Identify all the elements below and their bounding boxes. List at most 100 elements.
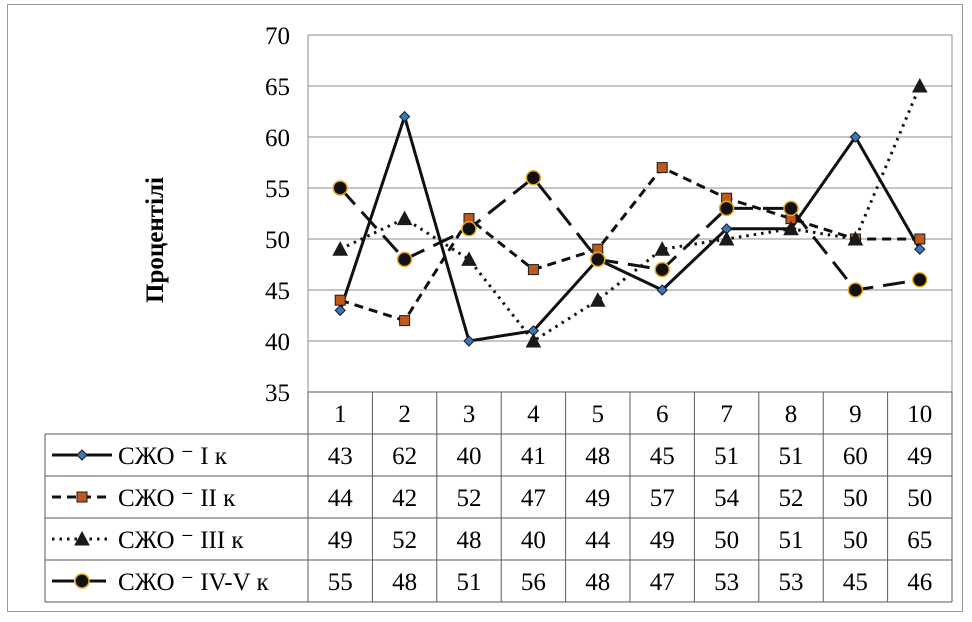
x-tick-label: 4 bbox=[527, 401, 540, 428]
x-tick-label: 2 bbox=[398, 401, 411, 428]
chart-frame bbox=[7, 4, 963, 612]
table-cell-value: 54 bbox=[714, 485, 740, 512]
series-4 bbox=[332, 170, 928, 298]
table-cell-value: 44 bbox=[585, 527, 611, 554]
x-tick-label: 6 bbox=[656, 401, 669, 428]
x-tick-label: 3 bbox=[463, 401, 476, 428]
table-cell-value: 42 bbox=[392, 485, 417, 512]
x-tick-label: 8 bbox=[785, 401, 798, 428]
table-cell-value: 65 bbox=[907, 527, 932, 554]
series-line bbox=[339, 85, 922, 343]
table-cell-value: 46 bbox=[907, 569, 932, 596]
data-point bbox=[849, 131, 862, 143]
data-point bbox=[914, 243, 926, 255]
table-cell-value: 50 bbox=[843, 485, 868, 512]
data-point bbox=[656, 284, 668, 296]
table-cell-value: 50 bbox=[714, 527, 739, 554]
legend-label: СЖО ⁻ IV-V к bbox=[118, 569, 269, 596]
legend-label: СЖО ⁻ III к bbox=[118, 527, 244, 554]
table-cell-value: 48 bbox=[392, 569, 417, 596]
table-cell-value: 52 bbox=[392, 527, 417, 554]
x-tick-label: 7 bbox=[720, 401, 733, 428]
table-row: СЖО ⁻ II к 44 42 52 47 49 57 54 52 50 50 bbox=[52, 485, 932, 512]
x-tick-label: 5 bbox=[592, 401, 605, 428]
table-cell-value: 56 bbox=[521, 569, 546, 596]
table-cell-value: 57 bbox=[650, 485, 675, 512]
data-point bbox=[590, 251, 606, 268]
table-cell-value: 53 bbox=[779, 569, 804, 596]
table-cell-value: 50 bbox=[907, 485, 932, 512]
table-row: СЖО ⁻ IV-V к 55 48 51 56 48 47 53 53 45 46 bbox=[52, 569, 932, 596]
y-axis-label: Процентілі bbox=[142, 177, 169, 303]
y-tick-label: 50 bbox=[265, 227, 290, 254]
data-point bbox=[461, 251, 477, 266]
table-cell-value: 40 bbox=[457, 443, 482, 470]
table-cell-value: 48 bbox=[457, 527, 482, 554]
data-point bbox=[396, 251, 413, 268]
data-point bbox=[911, 77, 928, 93]
data-point bbox=[718, 230, 735, 246]
data-point bbox=[527, 264, 539, 276]
data-point bbox=[396, 210, 413, 226]
data-point bbox=[718, 200, 735, 217]
y-tick-label: 35 bbox=[265, 380, 290, 407]
legend-key-marker bbox=[76, 491, 88, 503]
table-cell-value: 51 bbox=[714, 443, 739, 470]
table-cell-value: 41 bbox=[521, 443, 546, 470]
data-point bbox=[399, 315, 411, 327]
table-cell-value: 49 bbox=[585, 485, 610, 512]
legend-label: СЖО ⁻ II к bbox=[118, 485, 236, 512]
table-cell-value: 45 bbox=[843, 569, 868, 596]
y-tick-label: 60 bbox=[265, 125, 290, 152]
table-cell-value: 51 bbox=[779, 443, 804, 470]
data-point bbox=[914, 233, 926, 245]
legend-key-marker bbox=[74, 573, 90, 589]
table-row: СЖО ⁻ I к 43 62 40 41 48 45 51 51 60 49 bbox=[52, 443, 932, 470]
table-cell-value: 55 bbox=[328, 569, 353, 596]
data-point bbox=[398, 110, 411, 123]
data-point bbox=[783, 220, 799, 236]
legend-key-marker bbox=[76, 449, 88, 461]
table-cell-value: 48 bbox=[585, 443, 610, 470]
data-point bbox=[525, 170, 542, 186]
series-line bbox=[338, 115, 922, 343]
table-cell-value: 48 bbox=[585, 569, 610, 596]
legend-key-marker bbox=[74, 530, 90, 546]
table-cell-value: 50 bbox=[843, 527, 868, 554]
table-cell-value: 51 bbox=[457, 569, 482, 596]
data-point bbox=[461, 221, 477, 237]
data-point bbox=[654, 261, 670, 278]
table-cell-value: 51 bbox=[779, 527, 804, 554]
y-tick-label: 40 bbox=[265, 329, 290, 356]
table-cell-value: 40 bbox=[521, 527, 546, 554]
x-tick-label: 1 bbox=[334, 401, 347, 428]
x-tick-label: 9 bbox=[849, 401, 862, 428]
data-point bbox=[589, 292, 606, 307]
data-point bbox=[847, 282, 864, 298]
table-cell-value: 52 bbox=[457, 485, 482, 512]
data-point bbox=[332, 180, 348, 196]
data-point bbox=[912, 272, 928, 288]
y-tick-label: 70 bbox=[265, 23, 290, 50]
table-cell-value: 49 bbox=[650, 527, 675, 554]
data-point bbox=[332, 241, 349, 256]
table-cell-value: 60 bbox=[843, 443, 868, 470]
table-cell-value: 53 bbox=[714, 569, 739, 596]
data-point bbox=[525, 332, 542, 348]
y-tick-label: 55 bbox=[265, 176, 290, 203]
table-cell-value: 47 bbox=[650, 569, 675, 596]
data-point bbox=[463, 335, 475, 347]
table-cell-value: 47 bbox=[521, 485, 546, 512]
table-cell-value: 49 bbox=[328, 527, 353, 554]
data-point bbox=[847, 230, 864, 246]
data-point bbox=[334, 304, 346, 317]
table-row: СЖО ⁻ III к 49 52 48 40 44 49 50 51 50 65 bbox=[52, 527, 932, 554]
series-line bbox=[339, 176, 921, 292]
table-cell-value: 62 bbox=[392, 443, 417, 470]
table-cell-value: 45 bbox=[650, 443, 675, 470]
data-point bbox=[654, 241, 671, 256]
table-cell-value: 49 bbox=[907, 443, 932, 470]
data-point bbox=[656, 162, 668, 174]
y-tick-label: 45 bbox=[265, 278, 290, 305]
series-1 bbox=[334, 110, 926, 347]
